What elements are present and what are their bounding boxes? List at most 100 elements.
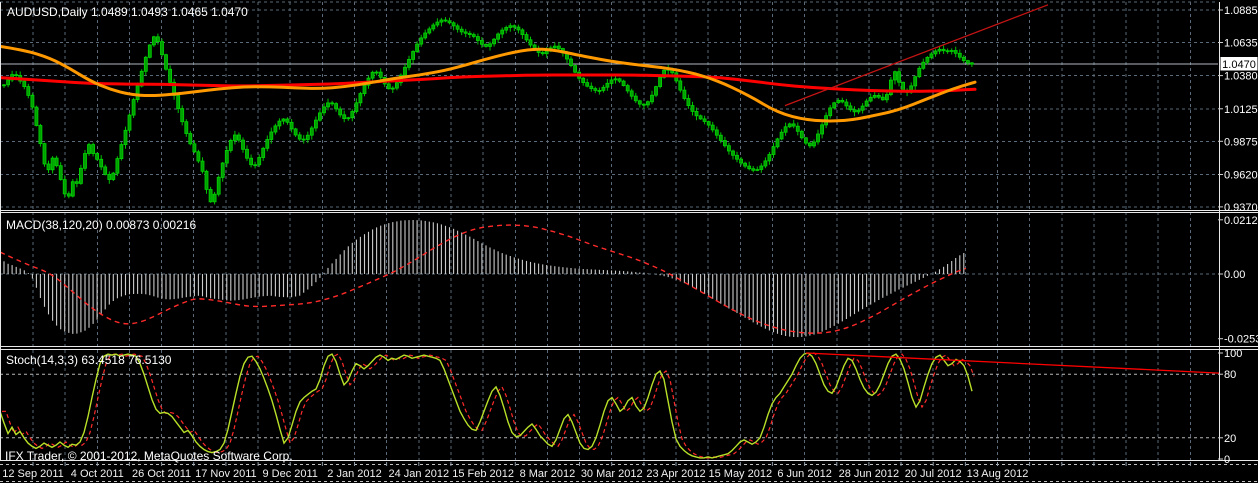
candle-body [739,158,743,164]
candle-body [228,139,233,151]
candle-body [83,153,87,169]
candle-body [277,120,282,127]
time-axis[interactable]: 12 Sep 2011 4 Oct 2011 26 Oct 2011 17 Nov 2… [2,462,1191,480]
candle-body [386,83,391,90]
candle-body [6,79,10,86]
candle-body [309,127,314,136]
date-label: 23 Apr 2012 [646,468,705,480]
candle-body [808,142,812,147]
candle-body [192,143,197,153]
stoch-pane[interactable] [0,350,1220,460]
candle-body [718,134,723,141]
candle-body [625,85,630,92]
date-label: 28 Jun 2012 [839,468,900,480]
candle-body [50,157,55,171]
candle-body [504,27,509,31]
candlestick-series [2,17,974,205]
candle-body [654,86,658,96]
candle-body [407,59,411,68]
candle-body [362,84,367,94]
candle-body [941,48,946,52]
candle-body [184,121,189,134]
candle-body [151,36,156,46]
candle-body [694,111,699,117]
price-axis-label: 1.0125 [1224,104,1258,116]
candle-body [99,158,104,168]
candle-body [706,121,711,126]
candle-body [342,114,347,120]
candle-body [249,157,254,166]
candle-body [508,25,513,28]
candle-body [253,164,258,167]
macd-axis-label: 0.00 [1224,269,1245,281]
candle-body [597,90,602,92]
candle-body [601,86,606,91]
candle-body [763,160,768,167]
candle-body [917,67,922,78]
candle-body [38,125,43,145]
price-axis[interactable]: 1.0885 1.0635 1.0380 1.0125 0.9875 0.9620 0.93… [1218,5,1258,466]
candle-body [338,108,343,116]
candle-body [872,95,877,98]
ma-red-line[interactable] [0,73,977,93]
candle-body [54,157,59,167]
candle-body [455,25,460,30]
date-label: 24 Jan 2012 [389,468,450,480]
candle-body [334,103,339,110]
candle-body [281,118,286,122]
candle-body [889,79,893,95]
candle-body [224,149,229,164]
candle-body [637,100,642,105]
candle-body [836,100,841,104]
candle-body [95,153,99,160]
candle-body [14,74,19,76]
candle-body [520,29,525,35]
candle-body [585,82,590,87]
price-trendline[interactable] [784,4,1049,107]
macd-pane[interactable] [0,213,1218,346]
candle-body [945,50,950,53]
candle-body [354,102,359,112]
candle-body [155,36,160,42]
candle-body [180,108,185,123]
price-axis-label: 1.0635 [1224,38,1258,50]
candle-body [265,139,270,149]
date-label: 20 Jul 2012 [905,468,962,480]
candle-body [394,82,399,89]
candle-body [731,150,735,156]
candle-body [613,78,618,81]
stoch-pane-canvas[interactable] [0,350,1218,460]
candle-body [775,138,780,148]
chart-title: AUDUSD,Daily 1.0489 1.0493 1.0465 1.0470 [7,5,248,19]
date-label: 9 Dec 2011 [262,468,317,480]
candle-body [804,137,808,144]
candle-body [451,22,456,27]
stoch-axis-label: 0 [1224,454,1230,466]
candle-body [479,40,484,45]
candle-body [609,79,614,84]
candle-body [22,80,27,87]
candle-body [378,71,383,78]
candle-body [216,176,221,195]
candle-body [921,61,926,69]
candle-body [617,78,622,82]
stoch-trendline[interactable] [805,352,1220,374]
ma-orange-line[interactable] [0,44,977,123]
date-label: 17 Nov 2011 [195,468,257,480]
candle-body [273,125,278,133]
candle-body [107,173,112,180]
candle-body [208,188,213,203]
candle-body [795,125,800,132]
candle-body [66,193,71,197]
candle-body [787,123,792,128]
candle-body [431,24,436,30]
candle-body [62,179,67,195]
candle-body [937,48,942,52]
candle-body [220,162,225,178]
candle-body [860,105,865,111]
main-price-pane[interactable] [0,2,1218,209]
candle-body [876,95,881,98]
candle-body [573,65,577,73]
candle-body [168,68,173,83]
candle-body [459,28,464,33]
